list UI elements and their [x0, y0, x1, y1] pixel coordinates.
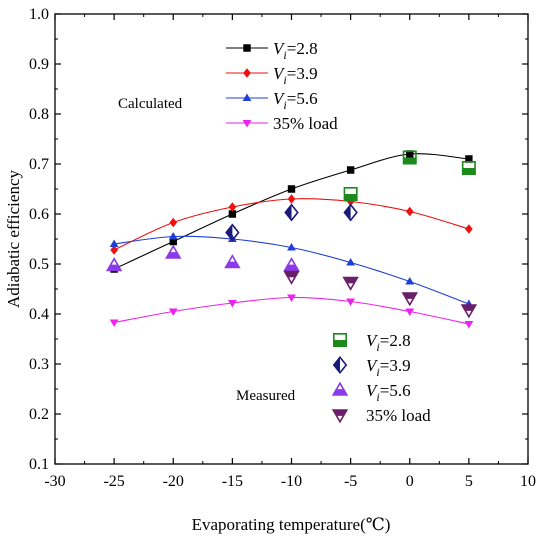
- legend-label: Vi=3.9: [273, 64, 318, 87]
- x-axis-title: Evaporating temperature(℃): [192, 515, 391, 534]
- measured-point: [224, 254, 241, 269]
- legend-entry-calculated: Vi=5.6: [226, 89, 318, 112]
- legend-marker: [332, 355, 348, 375]
- measured-series-0: [343, 150, 476, 201]
- x-tick-label: 10: [520, 473, 536, 490]
- measured-point: [283, 257, 300, 272]
- calculated-point: [405, 206, 414, 217]
- legend-marker: [332, 332, 348, 348]
- legend-marker: [331, 381, 349, 396]
- y-axis-title: Adiabatic efficiency: [4, 170, 23, 308]
- legend-label: 35% load: [366, 406, 431, 425]
- calculated-point: [405, 308, 415, 317]
- legend-entry-calculated: Vi=2.8: [226, 39, 318, 62]
- x-tick-label: 0: [406, 473, 414, 490]
- calculated-label: Calculated: [118, 96, 183, 112]
- calculated-point: [464, 320, 474, 329]
- calculated-point: [346, 257, 356, 266]
- legend-label: Vi=5.6: [273, 89, 318, 112]
- legend-marker: [243, 44, 251, 52]
- legend-label: Vi=3.9: [366, 356, 411, 379]
- legend-entry-measured: Vi=2.8: [332, 331, 411, 354]
- y-tick-label: 0.5: [29, 256, 49, 273]
- calculated-point: [346, 298, 356, 307]
- measured-point: [401, 292, 418, 307]
- y-tick-label: 1.0: [29, 6, 49, 23]
- calculated-point: [346, 166, 355, 174]
- legend-label: Vi=2.8: [366, 331, 411, 354]
- y-tick-label: 0.9: [29, 56, 49, 73]
- legend-marker: [242, 119, 252, 128]
- calculated-point: [168, 308, 178, 317]
- x-tick-label: -5: [344, 473, 357, 490]
- calculated-point: [168, 231, 178, 240]
- measured-label: Measured: [236, 388, 296, 404]
- legend-entry-calculated: 35% load: [226, 114, 338, 133]
- legend-marker: [243, 68, 251, 78]
- measured-point: [342, 276, 359, 291]
- measured-point: [402, 150, 417, 165]
- measured-series-3: [283, 270, 478, 319]
- legend-marker: [331, 409, 349, 424]
- calculated-point: [287, 194, 296, 204]
- y-tick-label: 0.7: [29, 156, 49, 173]
- legend-entry-calculated: Vi=3.9: [226, 64, 318, 87]
- calculated-point: [228, 202, 237, 212]
- calculated-point: [109, 239, 119, 248]
- x-tick-label: -25: [103, 473, 124, 490]
- calculated-point: [228, 210, 237, 218]
- x-tick-label: -20: [163, 473, 184, 490]
- y-tick-label: 0.1: [29, 456, 49, 473]
- legend-layer: Vi=2.8Vi=3.9Vi=5.635% loadVi=2.8Vi=3.9Vi…: [226, 39, 431, 425]
- legend-entry-measured: 35% load: [331, 406, 431, 425]
- measured-point: [165, 244, 182, 259]
- calculated-point: [287, 294, 296, 303]
- legend-entry-measured: Vi=5.6: [331, 381, 411, 404]
- x-tick-label: -30: [44, 473, 65, 490]
- legend-marker: [242, 93, 252, 102]
- y-tick-label: 0.2: [29, 406, 49, 423]
- measured-point: [460, 304, 478, 319]
- y-tick-label: 0.8: [29, 106, 49, 123]
- y-tick-label: 0.3: [29, 356, 49, 373]
- calculated-point: [287, 185, 296, 193]
- legend-entry-measured: Vi=3.9: [332, 355, 411, 379]
- calculated-point: [169, 217, 178, 228]
- x-tick-label: 5: [465, 473, 473, 490]
- measured-point: [343, 187, 358, 201]
- calculated-series-3: [109, 294, 474, 329]
- calculated-point: [110, 245, 118, 255]
- calculated-point: [227, 299, 237, 308]
- legend-label: Vi=2.8: [273, 39, 318, 62]
- measured-point: [343, 203, 358, 222]
- measured-point: [284, 203, 299, 222]
- measured-point: [225, 223, 240, 242]
- ticks-layer: -30 -25 -20 -15 -10 -5 0 5 10 0.1 0.2 0.3 0.4 0.5 0.6 0…: [29, 6, 536, 490]
- measured-series-2: [105, 244, 300, 272]
- y-tick-label: 0.4: [29, 306, 49, 323]
- calculated-series-0: [110, 150, 473, 273]
- measured-series-1: [225, 203, 358, 242]
- measured-point: [461, 161, 476, 175]
- calculated-point: [405, 276, 415, 285]
- x-tick-label: -10: [281, 473, 302, 490]
- x-tick-label: -15: [222, 473, 243, 490]
- measured-point: [105, 257, 123, 272]
- series-layer: [105, 150, 478, 329]
- y-tick-label: 0.6: [29, 206, 49, 223]
- legend-label: Vi=5.6: [366, 381, 411, 404]
- calculated-point: [465, 224, 473, 234]
- calculated-point: [109, 319, 119, 328]
- legend-label: 35% load: [273, 114, 338, 133]
- measured-point: [283, 270, 300, 285]
- calculated-point: [287, 242, 296, 251]
